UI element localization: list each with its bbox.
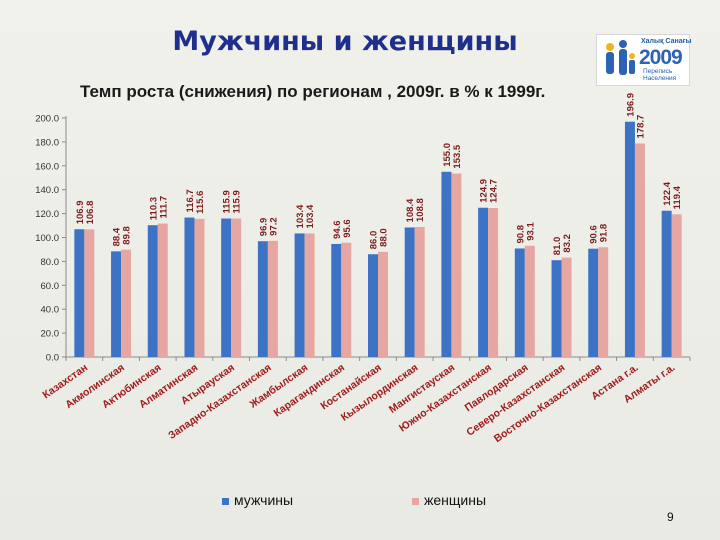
data-label-women: 88.0 bbox=[379, 228, 390, 247]
bar-men bbox=[551, 260, 562, 357]
bar-women bbox=[194, 218, 205, 357]
legend-men-label: мужчины bbox=[234, 492, 294, 508]
bar-men bbox=[221, 218, 232, 357]
bar-men bbox=[478, 207, 489, 357]
bar-women bbox=[634, 143, 645, 357]
bar-women bbox=[304, 233, 315, 357]
logo-line1: Халық Санағы bbox=[641, 38, 692, 45]
bar-women bbox=[451, 173, 462, 357]
bar-men bbox=[74, 229, 85, 357]
data-label-men: 96.9 bbox=[258, 218, 269, 237]
census-logo: Халық Санағы 2009 Перепись Населения bbox=[596, 34, 692, 86]
bar-men bbox=[661, 210, 672, 357]
data-label-women: 119.4 bbox=[672, 185, 683, 209]
data-label-women: 153.5 bbox=[452, 144, 463, 168]
data-label-women: 111.7 bbox=[158, 196, 169, 219]
y-tick-label: 80.0 bbox=[41, 257, 60, 268]
data-label-men: 94.6 bbox=[332, 220, 343, 239]
data-label-women: 97.2 bbox=[268, 217, 279, 236]
y-tick-label: 0.0 bbox=[46, 353, 59, 364]
data-label-women: 115.9 bbox=[232, 190, 243, 213]
bar-men bbox=[184, 217, 195, 357]
data-label-men: 116.7 bbox=[185, 189, 196, 212]
bar-women bbox=[121, 249, 132, 357]
y-tick-label: 120.0 bbox=[35, 209, 59, 220]
data-label-men: 124.9 bbox=[479, 179, 490, 203]
bar-women bbox=[524, 245, 535, 357]
data-label-men: 122.4 bbox=[662, 181, 673, 205]
data-label-men: 86.0 bbox=[369, 231, 380, 250]
bar-men bbox=[294, 233, 305, 357]
chart-category-labels: КазахстанАкмолинскаяАктюбинскаяАлматинск… bbox=[40, 362, 677, 446]
data-label-women: 93.1 bbox=[525, 222, 536, 241]
bar-women bbox=[671, 214, 682, 357]
bar-men bbox=[111, 251, 122, 357]
bar-women bbox=[267, 240, 278, 357]
data-label-women: 91.8 bbox=[599, 224, 610, 243]
data-label-women: 124.7 bbox=[489, 179, 500, 203]
data-label-women: 83.2 bbox=[562, 234, 573, 253]
y-tick-label: 60.0 bbox=[41, 281, 60, 292]
bar-women bbox=[414, 226, 425, 357]
bar-women bbox=[157, 223, 168, 357]
bar-men bbox=[588, 248, 599, 357]
legend-women-label: женщины bbox=[424, 492, 487, 508]
people-icon bbox=[606, 40, 635, 75]
slide-title: Мужчины и женщины bbox=[172, 26, 518, 57]
data-label-men: 88.4 bbox=[112, 227, 123, 246]
data-label-men: 90.8 bbox=[515, 225, 526, 244]
bar-men bbox=[514, 248, 525, 357]
legend-women-swatch bbox=[412, 497, 419, 505]
legend-women: женщины bbox=[412, 492, 486, 508]
data-label-women: 95.6 bbox=[342, 219, 353, 238]
data-label-men: 108.4 bbox=[405, 198, 416, 222]
y-tick-label: 40.0 bbox=[41, 305, 60, 316]
data-label-men: 110.3 bbox=[148, 197, 159, 220]
bar-men bbox=[368, 254, 378, 357]
data-label-women: 108.8 bbox=[415, 198, 426, 222]
page-number: 9 bbox=[667, 510, 674, 524]
bar-men bbox=[404, 227, 415, 357]
data-label-women: 103.4 bbox=[305, 204, 316, 228]
data-label-women: 106.8 bbox=[85, 201, 96, 225]
y-tick-label: 140.0 bbox=[35, 185, 59, 196]
y-tick-label: 100.0 bbox=[35, 233, 59, 244]
bar-men bbox=[331, 243, 342, 357]
data-label-men: 196.9 bbox=[625, 93, 636, 117]
bar-men bbox=[147, 225, 158, 357]
data-label-men: 106.9 bbox=[75, 200, 86, 224]
y-tick-label: 180.0 bbox=[35, 137, 59, 148]
y-tick-label: 20.0 bbox=[41, 329, 60, 340]
bar-women bbox=[231, 218, 242, 357]
bar-women bbox=[598, 247, 609, 357]
legend-men-swatch bbox=[222, 497, 229, 505]
data-label-women: 115.6 bbox=[195, 191, 206, 214]
logo-year: 2009 bbox=[639, 46, 683, 69]
logo-line2: Перепись bbox=[643, 68, 673, 75]
y-tick-label: 200.0 bbox=[35, 114, 59, 125]
bar-women bbox=[488, 207, 499, 357]
bar-women bbox=[341, 242, 352, 357]
bar-men bbox=[441, 171, 452, 357]
bar-men bbox=[257, 241, 268, 357]
chart-bars bbox=[74, 121, 682, 357]
data-label-men: 90.6 bbox=[589, 225, 600, 244]
logo-caption: Перепись Населения bbox=[643, 68, 676, 82]
y-tick-label: 160.0 bbox=[35, 161, 59, 172]
chart-data-labels: 106.9 106.8 88.4 89.8 110.3 111.7 116.7 115.6 11… bbox=[75, 93, 683, 255]
bar-men bbox=[624, 121, 635, 357]
logo-line3: Населения bbox=[643, 75, 677, 82]
bar-women bbox=[561, 257, 572, 357]
chart-subtitle: Темп роста (снижения) по регионам , 2009… bbox=[80, 82, 546, 101]
data-label-men: 115.9 bbox=[222, 190, 233, 213]
bar-women bbox=[378, 251, 388, 357]
data-label-women: 178.7 bbox=[635, 115, 646, 139]
bar-women bbox=[84, 229, 95, 357]
legend-men: мужчины bbox=[222, 492, 293, 508]
data-label-women: 89.8 bbox=[122, 226, 133, 245]
data-label-men: 155.0 bbox=[442, 143, 453, 167]
data-label-men: 103.4 bbox=[295, 204, 306, 228]
data-label-men: 81.0 bbox=[552, 237, 563, 256]
